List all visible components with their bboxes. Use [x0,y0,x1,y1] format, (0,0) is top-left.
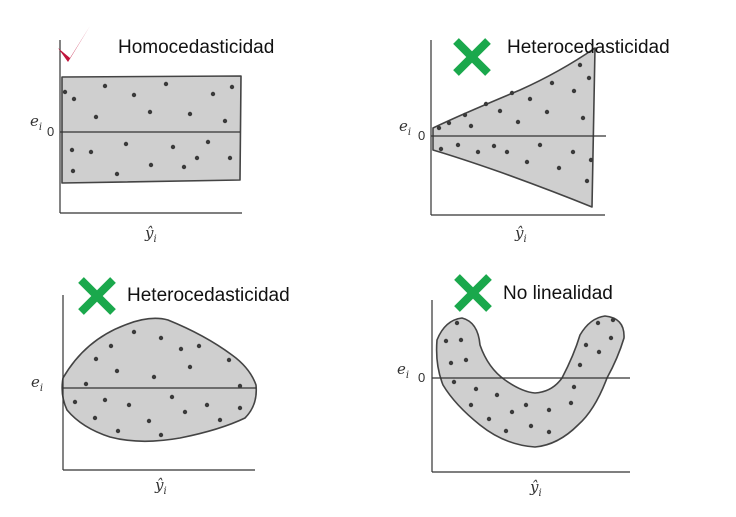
panel-heterocedasticidad-bulge: ei ŷi Heterocedasticidad [31,277,290,497]
residual-points [62,81,235,177]
residual-band [61,317,258,443]
zero-tick-label: 0 [418,128,425,143]
y-axis-label: ei [30,112,42,133]
cross-mark-icon [78,277,116,315]
panel-title: Homocedasticidad [118,37,274,58]
residual-band [435,315,625,448]
x-axis-label: ŷi [154,476,167,497]
panel-homocedasticidad: ei 0 ŷi Homocedasticidad [30,26,274,245]
y-axis-label: ei [399,117,411,138]
zero-tick-label: 0 [47,124,54,139]
panel-title: Heterocedasticidad [127,285,290,306]
residual-band [432,47,596,208]
x-axis-label: ŷi [514,224,527,245]
x-axis-label: ŷi [529,478,542,499]
residual-points [436,62,594,184]
y-axis-label: ei [397,360,409,381]
x-axis-label: ŷi [144,224,157,245]
panel-title: No linealidad [503,283,613,304]
panel-title: Heterocedasticidad [507,37,670,58]
cross-mark-icon [453,38,491,76]
residual-points [72,329,243,438]
panel-no-linealidad: ei 0 ŷi No linealidad [397,274,630,499]
panel-heterocedasticidad-fan: ei 0 ŷi Heterocedasticidad [399,37,670,245]
check-mark-icon [58,26,90,62]
zero-tick-label: 0 [418,370,425,385]
cross-mark-icon [454,274,492,312]
residual-points [443,317,616,435]
y-axis-label: ei [31,373,43,394]
